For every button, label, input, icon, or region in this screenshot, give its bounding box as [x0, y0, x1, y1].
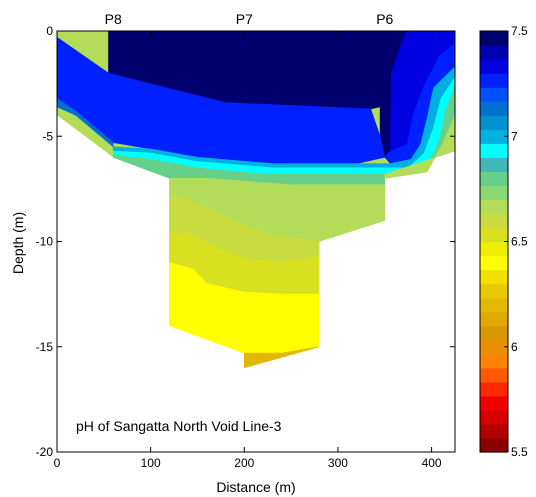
colorbar-cell	[480, 437, 508, 453]
colorbar-cell	[480, 409, 508, 425]
colorbar-cell	[480, 73, 508, 88]
colorbar-cell	[480, 367, 508, 383]
station-label: P8	[105, 11, 122, 27]
colorbar-cell	[480, 129, 508, 144]
colorbar-cell	[480, 45, 508, 60]
x-tick-label: 100	[141, 456, 161, 470]
colorbar-cell	[480, 423, 508, 439]
colorbar-tick-label: 6	[511, 340, 518, 354]
colorbar-cell	[480, 115, 508, 130]
colorbar-cell	[480, 87, 508, 102]
colorbar-tick-label: 7.5	[511, 24, 528, 38]
colorbar-cell	[480, 227, 508, 243]
colorbar-cell	[480, 339, 508, 355]
colorbar-cell	[480, 283, 508, 299]
colorbar-cell	[480, 185, 508, 200]
colorbar-cell	[480, 269, 508, 285]
y-axis-label: Depth (m)	[10, 212, 26, 274]
x-tick-label: 300	[328, 456, 348, 470]
colorbar-tick-label: 5.5	[511, 445, 528, 459]
colorbar-ticks: 7.5 7 6.5 6 5.5	[504, 24, 528, 459]
contour-fills	[56, 30, 456, 369]
x-tick-label: 400	[422, 456, 442, 470]
station-labels: P8 P7 P6	[105, 11, 394, 27]
colorbar-cells	[480, 31, 508, 453]
colorbar-cell	[480, 31, 508, 46]
y-tick-label: 0	[46, 24, 53, 38]
colorbar-cell	[480, 171, 508, 186]
x-tick-label: 200	[234, 456, 254, 470]
colorbar-cell	[480, 255, 508, 271]
colorbar-cell	[480, 297, 508, 313]
colorbar-tick-label: 6.5	[511, 235, 528, 249]
station-label: P7	[236, 11, 253, 27]
colorbar-cell	[480, 241, 508, 257]
x-axis-ticks: 0 100 200 300 400	[54, 31, 442, 470]
y-tick-label: -15	[36, 340, 54, 354]
colorbar-cell	[480, 311, 508, 327]
x-axis-label: Distance (m)	[216, 479, 295, 495]
colorbar-cell	[480, 353, 508, 369]
colorbar-cell	[480, 199, 508, 215]
colorbar-cell	[480, 395, 508, 411]
contour-plot: 0 100 200 300 400 0 -5 -10 -15 -20 P8 P7 P6 pH of …	[10, 11, 456, 495]
contour-band	[244, 346, 320, 369]
colorbar-cell	[480, 59, 508, 74]
plot-annotation: pH of Sangatta North Void Line-3	[76, 418, 282, 434]
colorbar-cell	[480, 101, 508, 116]
colorbar-tick-label: 7	[511, 129, 518, 143]
colorbar: 7.5 7 6.5 6 5.5	[479, 24, 528, 459]
colorbar-cell	[480, 157, 508, 172]
colorbar-cell	[480, 381, 508, 397]
y-axis-ticks: 0 -5 -10 -15 -20	[36, 24, 455, 459]
y-tick-label: -10	[36, 235, 54, 249]
colorbar-cell	[480, 325, 508, 341]
colorbar-cell	[480, 213, 508, 229]
contour-band	[169, 262, 320, 354]
colorbar-cell	[480, 143, 508, 158]
station-label: P6	[376, 11, 393, 27]
y-tick-label: -5	[42, 129, 53, 143]
y-tick-label: -20	[36, 445, 54, 459]
x-tick-label: 0	[54, 456, 61, 470]
